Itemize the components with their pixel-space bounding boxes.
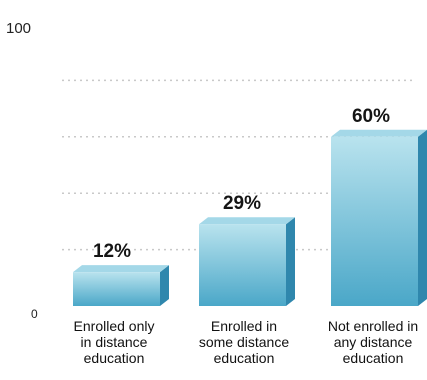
x-category-label-1-line-3: education — [83, 350, 145, 366]
bar-top — [199, 217, 295, 225]
x-category-label-3-line-2: any distance — [333, 334, 413, 350]
x-category-label-2-line-2: some distance — [198, 334, 290, 350]
x-category-label-2-line-1: Enrolled in — [210, 318, 278, 334]
x-category-label-3: Not enrolled in any distance education — [311, 318, 427, 366]
bar-top — [73, 265, 169, 273]
x-category-label-1: Enrolled only in distance education — [52, 318, 176, 366]
bar: 12% — [73, 241, 169, 306]
bar: 60% — [331, 106, 427, 306]
bar-front — [73, 272, 160, 306]
y-tick-label-max: 100 — [6, 20, 32, 37]
bar-value-label: 29% — [223, 193, 261, 214]
x-category-label-1-line-1: Enrolled only — [73, 318, 155, 334]
x-category-label-3-line-3: education — [342, 350, 404, 366]
bar-side — [160, 265, 169, 306]
y-tick-label-min: 0 — [31, 307, 38, 321]
x-category-label-1-line-2: in distance — [80, 334, 148, 350]
bar-value-label: 60% — [352, 106, 390, 127]
bar-front — [199, 224, 286, 306]
bar-value-label: 12% — [93, 241, 131, 262]
bar-top — [331, 129, 427, 137]
x-category-label-2-line-3: education — [213, 350, 275, 366]
bar-front — [331, 136, 418, 306]
x-category-label-2: Enrolled in some distance education — [182, 318, 306, 366]
bar-side — [418, 129, 427, 306]
x-category-label-3-line-1: Not enrolled in — [327, 318, 419, 334]
bar: 29% — [199, 193, 295, 306]
bar-side — [286, 217, 295, 306]
